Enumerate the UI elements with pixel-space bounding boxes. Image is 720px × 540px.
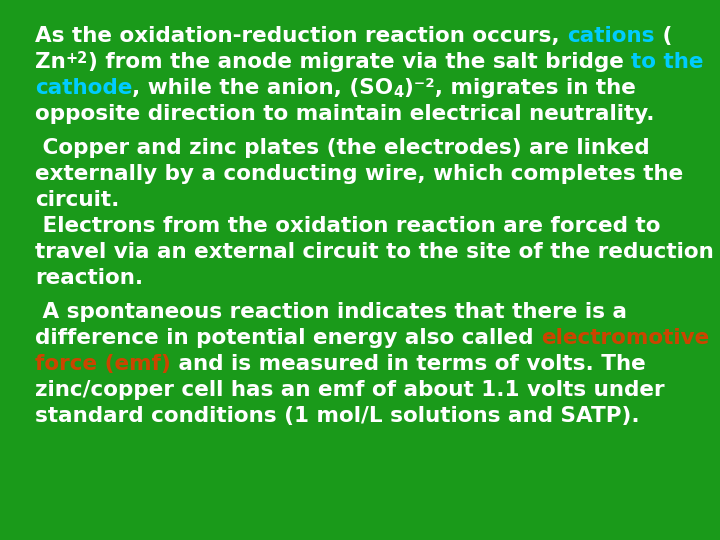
Text: , while the anion, (SO: , while the anion, (SO [132, 78, 394, 98]
Text: standard conditions (1 mol/L solutions and SATP).: standard conditions (1 mol/L solutions a… [35, 406, 639, 426]
Text: to the: to the [631, 52, 704, 72]
Text: circuit.: circuit. [35, 190, 120, 210]
Text: cathode: cathode [35, 78, 132, 98]
Text: and is measured in terms of volts. The: and is measured in terms of volts. The [171, 354, 646, 374]
Text: travel via an external circuit to the site of the reduction: travel via an external circuit to the si… [35, 242, 714, 262]
Text: reaction.: reaction. [35, 268, 143, 288]
Text: +2: +2 [66, 51, 88, 66]
Text: ) from the anode migrate via the salt bridge: ) from the anode migrate via the salt br… [88, 52, 631, 72]
Text: )⁻², migrates in the: )⁻², migrates in the [404, 78, 636, 98]
Text: Electrons from the oxidation reaction are forced to: Electrons from the oxidation reaction ar… [35, 216, 660, 236]
Text: externally by a conducting wire, which completes the: externally by a conducting wire, which c… [35, 164, 683, 184]
Text: 4: 4 [394, 85, 404, 100]
Text: Copper and zinc plates (the electrodes) are linked: Copper and zinc plates (the electrodes) … [35, 138, 649, 158]
Text: force (emf): force (emf) [35, 354, 171, 374]
Text: A spontaneous reaction indicates that there is a: A spontaneous reaction indicates that th… [35, 302, 627, 322]
Text: As the oxidation-reduction reaction occurs,: As the oxidation-reduction reaction occu… [35, 26, 567, 46]
Text: zinc/copper cell has an emf of about 1.1 volts under: zinc/copper cell has an emf of about 1.1… [35, 380, 665, 400]
Text: (: ( [654, 26, 672, 46]
Text: electromotive: electromotive [541, 328, 709, 348]
Text: opposite direction to maintain electrical neutrality.: opposite direction to maintain electrica… [35, 104, 654, 124]
Text: Zn: Zn [35, 52, 66, 72]
Text: difference in potential energy also called: difference in potential energy also call… [35, 328, 541, 348]
Text: cations: cations [567, 26, 654, 46]
